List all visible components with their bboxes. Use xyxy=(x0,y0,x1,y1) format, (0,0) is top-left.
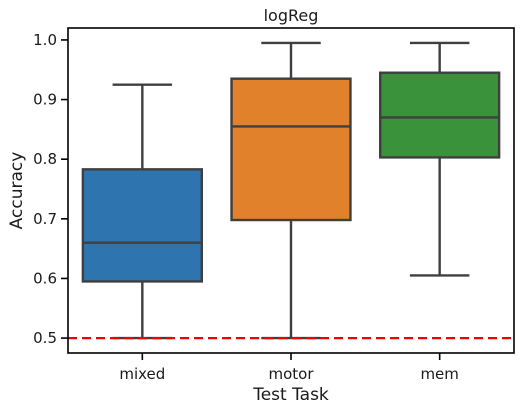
y-tick-label: 0.7 xyxy=(33,210,57,228)
y-tick-label: 0.9 xyxy=(33,91,57,109)
x-axis-ticks: mixed motor mem xyxy=(119,353,459,383)
box-iqr xyxy=(379,71,501,159)
x-axis-label: Test Task xyxy=(252,385,329,405)
y-tick-label: 0.6 xyxy=(33,269,57,287)
y-tick-label: 1.0 xyxy=(33,31,57,49)
y-tick-label: 0.5 xyxy=(33,329,57,347)
box-iqr xyxy=(230,77,352,222)
box-mixed xyxy=(81,83,204,340)
boxes-layer xyxy=(81,41,501,340)
x-tick-label: mixed xyxy=(119,365,165,383)
chart-title: logReg xyxy=(264,6,319,25)
box-iqr xyxy=(81,168,204,283)
box-mem xyxy=(379,41,501,277)
box-motor xyxy=(230,41,352,340)
y-axis-label: Accuracy xyxy=(7,152,27,230)
y-axis-ticks: 0.5 0.6 0.7 0.8 0.9 1.0 xyxy=(33,31,68,347)
x-tick-label: motor xyxy=(268,365,314,383)
x-tick-label: mem xyxy=(420,365,458,383)
y-tick-label: 0.8 xyxy=(33,150,57,168)
